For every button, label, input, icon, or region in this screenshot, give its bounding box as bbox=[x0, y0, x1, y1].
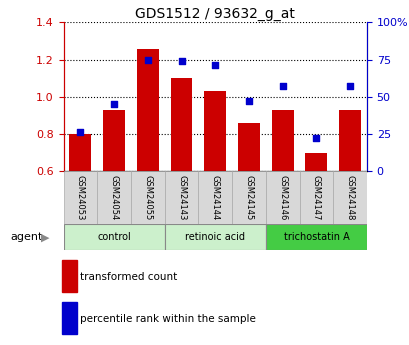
Bar bbox=[137, 49, 158, 171]
Text: transformed count: transformed count bbox=[79, 272, 176, 282]
Text: GSM24146: GSM24146 bbox=[277, 175, 286, 220]
Text: GSM24148: GSM24148 bbox=[345, 175, 354, 220]
Text: percentile rank within the sample: percentile rank within the sample bbox=[79, 314, 255, 324]
Text: retinoic acid: retinoic acid bbox=[185, 232, 245, 242]
Text: agent: agent bbox=[10, 232, 43, 242]
Bar bbox=[103, 110, 125, 171]
Bar bbox=[62, 302, 77, 334]
Bar bbox=[63, 224, 164, 250]
Point bbox=[346, 83, 353, 89]
Point bbox=[279, 83, 285, 89]
Bar bbox=[333, 171, 366, 224]
Bar bbox=[97, 171, 130, 224]
Bar bbox=[237, 122, 259, 171]
Title: GDS1512 / 93632_g_at: GDS1512 / 93632_g_at bbox=[135, 7, 294, 21]
Text: GSM24147: GSM24147 bbox=[311, 175, 320, 220]
Bar bbox=[265, 224, 366, 250]
Text: control: control bbox=[97, 232, 130, 242]
Point bbox=[178, 58, 184, 64]
Bar bbox=[305, 153, 326, 171]
Text: ▶: ▶ bbox=[41, 232, 49, 242]
Bar bbox=[265, 171, 299, 224]
Bar bbox=[62, 260, 77, 292]
Bar bbox=[130, 171, 164, 224]
Bar bbox=[299, 171, 333, 224]
Point bbox=[77, 129, 83, 135]
Bar bbox=[170, 78, 192, 171]
Bar bbox=[231, 171, 265, 224]
Point bbox=[312, 135, 319, 141]
Point bbox=[110, 101, 117, 107]
Bar bbox=[204, 91, 226, 171]
Text: GSM24053: GSM24053 bbox=[76, 175, 85, 220]
Bar bbox=[271, 110, 293, 171]
Text: trichostatin A: trichostatin A bbox=[283, 232, 348, 242]
Point bbox=[211, 63, 218, 68]
Text: GSM24143: GSM24143 bbox=[177, 175, 186, 220]
Bar bbox=[164, 171, 198, 224]
Text: GSM24144: GSM24144 bbox=[210, 175, 219, 220]
Bar bbox=[338, 110, 360, 171]
Bar bbox=[164, 224, 265, 250]
Text: GSM24145: GSM24145 bbox=[244, 175, 253, 220]
Bar bbox=[69, 134, 91, 171]
Bar bbox=[198, 171, 231, 224]
Text: GSM24054: GSM24054 bbox=[109, 175, 118, 220]
Point bbox=[144, 57, 151, 62]
Bar bbox=[63, 171, 97, 224]
Point bbox=[245, 98, 252, 104]
Text: GSM24055: GSM24055 bbox=[143, 175, 152, 220]
